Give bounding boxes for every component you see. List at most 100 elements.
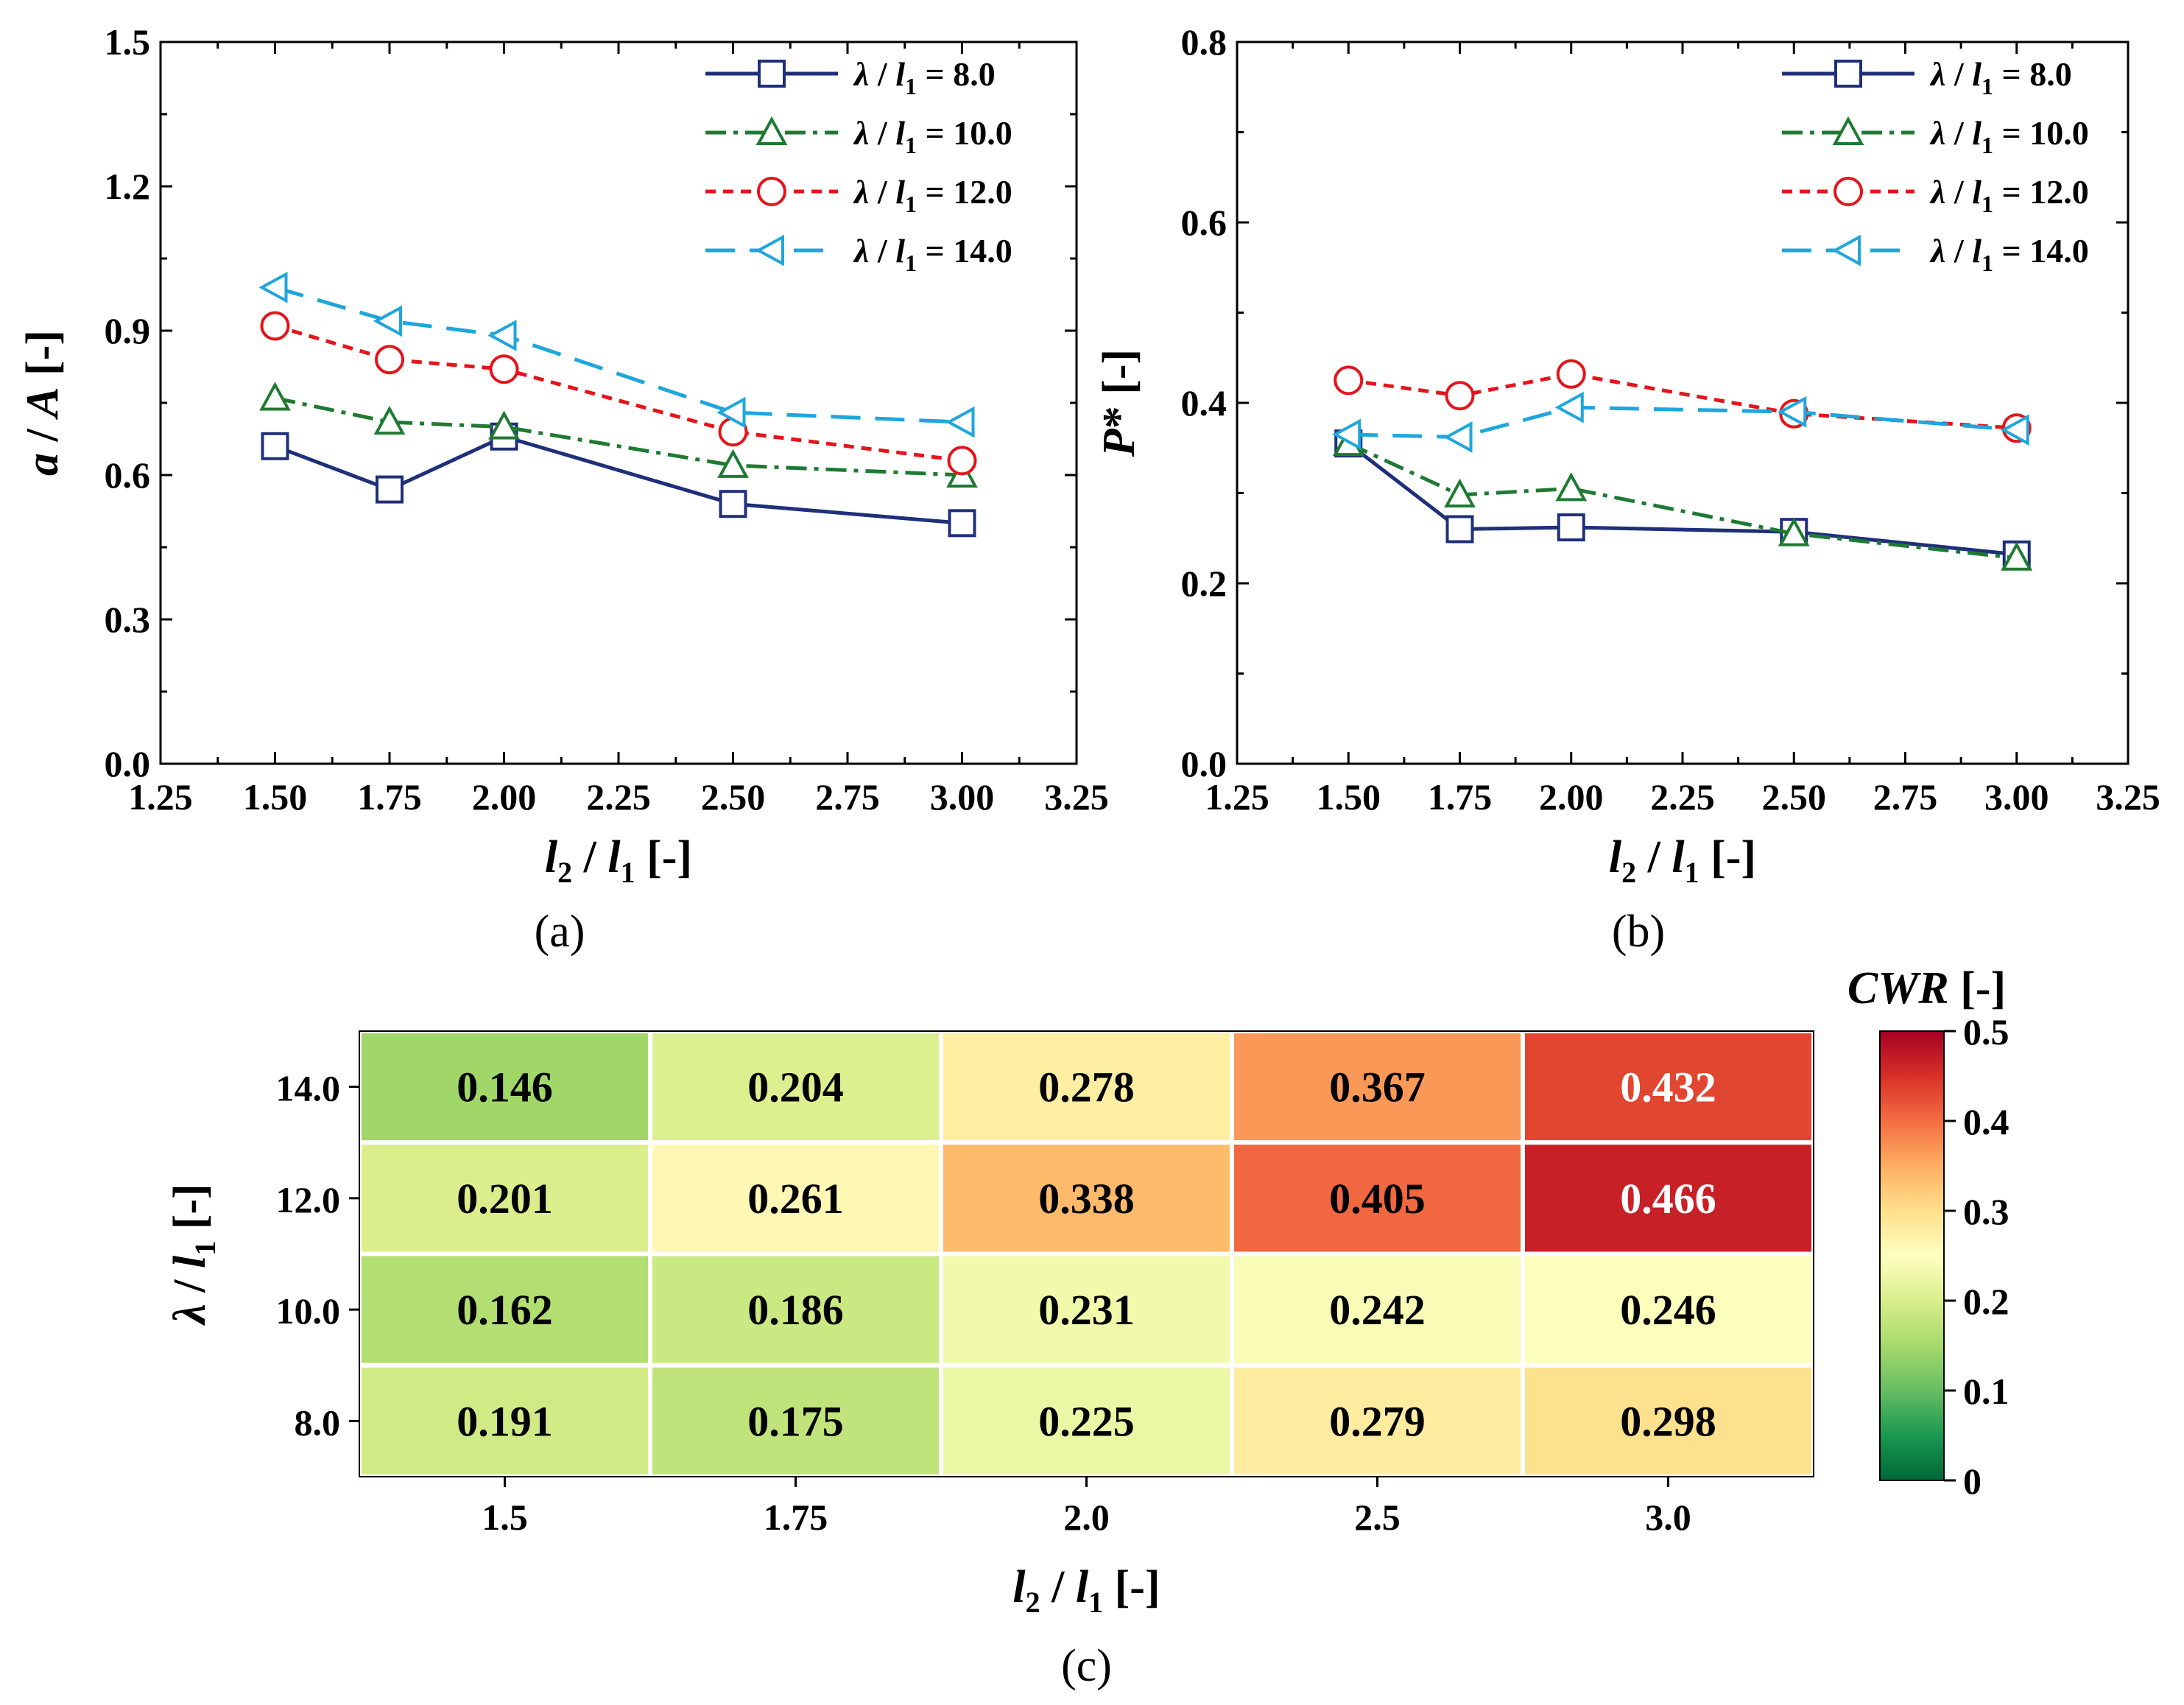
- panel-a-x-axis-label: l2 / l1 [-]: [545, 832, 692, 889]
- data-point: [259, 382, 291, 411]
- panel-a-line-chart: 1.25 1.50 1.75 2.00 2.25 2.50 2.75 3.00 3.25 0.0…: [18, 21, 1109, 957]
- series-line: [1348, 372, 2017, 430]
- heatmap-cell: [357, 1029, 652, 1145]
- heatmap-cell: [357, 1363, 652, 1479]
- data-point: [258, 271, 288, 303]
- y-tick-label: 0.3: [105, 599, 151, 640]
- panel-a-y-axis-label: a / A [-]: [18, 330, 68, 476]
- colorbar-tick-label: 0.2: [1963, 1281, 2009, 1322]
- heatmap-cell: [939, 1140, 1234, 1256]
- colorbar-tick-label: 0.5: [1963, 1011, 2009, 1052]
- heatmap-cell: [939, 1251, 1234, 1368]
- heatmap-cell: [1521, 1140, 1816, 1256]
- heatmap-cell-label: 0.186: [747, 1286, 844, 1334]
- data-point: [373, 305, 402, 337]
- y-tick-label: 1.5: [105, 21, 151, 63]
- series-14-0: [258, 271, 975, 438]
- x-tick-label: 2.75: [1873, 776, 1938, 818]
- panel-c-y-ticks: 14.0 12.0 10.0 8.0: [276, 1068, 359, 1443]
- panel-c-heatmap: 0.146 0.204 0.278 0.367 0.432 0.201 0.261 0.338…: [165, 963, 2009, 1691]
- series-line: [274, 324, 962, 463]
- heatmap-cell-label: 0.201: [457, 1175, 553, 1223]
- data-point: [716, 396, 746, 429]
- y-tick-label: 0.0: [1181, 743, 1227, 784]
- data-point: [1445, 515, 1474, 544]
- panel-a-y-ticks: 0.0 0.3 0.6 0.9 1.2 1.5: [105, 21, 1077, 784]
- x-tick-label: 1.25: [1205, 776, 1269, 818]
- heatmap-cell-label: 0.338: [1038, 1175, 1135, 1223]
- x-tick-label: 2.75: [815, 776, 880, 818]
- legend-label: λ / l1 = 12.0: [853, 173, 1012, 217]
- heatmap-cell-label: 0.191: [457, 1397, 553, 1445]
- heatmap-cell: [648, 1140, 943, 1256]
- data-point: [719, 490, 747, 518]
- series-10-0: [1332, 426, 2033, 571]
- panel-b-y-axis-label: P* [-]: [1094, 349, 1144, 457]
- heatmap-cell-label: 0.279: [1329, 1397, 1426, 1445]
- panel-b-x-axis-label: l2 / l1 [-]: [1609, 832, 1756, 889]
- legend-label: λ / l1 = 14.0: [853, 232, 1012, 276]
- colorbar-tick-label: 0: [1963, 1460, 1982, 1502]
- legend-marker: [757, 177, 786, 206]
- x-tick-label: 1.50: [1317, 776, 1381, 818]
- legend-marker: [755, 234, 784, 267]
- panel-a-series: [258, 271, 978, 538]
- series-14-0: [1332, 391, 2029, 453]
- data-point: [1557, 513, 1585, 542]
- series-12-0: [1334, 359, 2032, 443]
- heatmap-cell-label: 0.261: [747, 1175, 844, 1223]
- x-tick-label: 1.75: [357, 776, 422, 818]
- heatmap-cell-label: 0.432: [1620, 1064, 1716, 1111]
- colorbar-tick-label: 0.1: [1963, 1371, 2009, 1412]
- panel-b-series: [1332, 359, 2033, 571]
- panel-b-y-ticks: 0.0 0.2 0.4 0.6 0.8: [1181, 21, 2128, 784]
- x-tick-label: 3.0: [1645, 1497, 1691, 1538]
- data-point: [487, 320, 517, 351]
- y-tick-label: 1.2: [105, 166, 151, 207]
- series-line: [274, 396, 962, 477]
- x-tick-label: 2.0: [1063, 1497, 1110, 1538]
- data-point: [1778, 396, 1807, 428]
- y-tick-label: 0.9: [105, 310, 151, 351]
- heatmap-cell-label: 0.146: [457, 1064, 553, 1111]
- y-tick-label: 14.0: [276, 1068, 341, 1109]
- y-tick-label: 0.4: [1181, 382, 1227, 423]
- panel-c-x-ticks: 1.5 1.75 2.0 2.5 3.0: [482, 1477, 1691, 1538]
- x-tick-label: 2.50: [701, 776, 766, 818]
- heatmap-cell-label: 0.298: [1620, 1397, 1716, 1445]
- data-point: [488, 410, 520, 440]
- legend-marker: [1834, 60, 1862, 88]
- heatmap-cell: [1521, 1251, 1816, 1368]
- colorbar-tick-label: 0.4: [1963, 1101, 2009, 1142]
- x-tick-label: 3.00: [930, 776, 995, 818]
- legend-label: λ / l1 = 8.0: [1929, 55, 2072, 99]
- y-tick-label: 10.0: [276, 1290, 341, 1332]
- x-tick-label: 3.00: [1984, 776, 2049, 818]
- y-tick-label: 0.8: [1181, 21, 1227, 63]
- legend-label: λ / l1 = 14.0: [1929, 232, 2089, 276]
- y-tick-label: 0.6: [1181, 202, 1227, 243]
- heatmap-cell-label: 0.246: [1620, 1286, 1716, 1334]
- colorbar-ticks: 0 0.1 0.2 0.3 0.4 0.5: [1944, 1011, 2009, 1502]
- data-point: [375, 345, 404, 375]
- colorbar-tick-label: 0.3: [1963, 1191, 2009, 1232]
- data-point: [1778, 517, 1810, 546]
- heatmap-cell-label: 0.242: [1329, 1286, 1426, 1334]
- series-8-0: [1334, 429, 2031, 569]
- data-point: [1443, 421, 1473, 453]
- x-tick-label: 1.75: [764, 1497, 828, 1538]
- heatmap-cell-label: 0.175: [747, 1397, 844, 1445]
- data-point: [1334, 365, 1364, 396]
- legend-label: λ / l1 = 10.0: [853, 114, 1012, 158]
- panel-b-legend: λ / l1 = 8.0 λ / l1 = 10.0 λ / l1 = 12.0 λ …: [1782, 55, 2089, 276]
- y-tick-label: 0.0: [105, 743, 151, 784]
- heatmap-cell: [648, 1251, 943, 1368]
- x-tick-label: 2.5: [1354, 1497, 1401, 1538]
- data-point: [260, 311, 290, 341]
- panel-a-caption: (a): [535, 907, 585, 957]
- data-point: [2000, 414, 2029, 446]
- panel-b-line-chart: 1.25 1.50 1.75 2.00 2.25 2.50 2.75 3.00 3.25 0.0…: [1094, 21, 2160, 957]
- x-tick-label: 2.50: [1762, 776, 1827, 818]
- heatmap-cell-label: 0.231: [1038, 1286, 1135, 1334]
- heatmap-cell-label: 0.162: [457, 1286, 553, 1334]
